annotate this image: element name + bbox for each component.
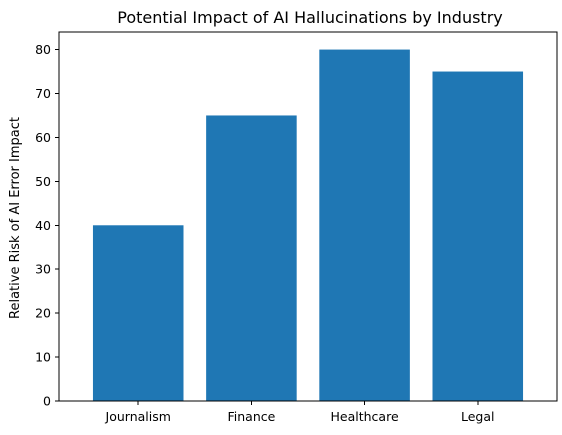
y-tick-label: 10 xyxy=(35,350,51,365)
x-tick-label: Healthcare xyxy=(331,409,399,424)
bar-finance xyxy=(206,115,297,401)
y-tick-label: 30 xyxy=(35,262,51,277)
x-tick-label: Legal xyxy=(461,409,495,424)
y-tick-label: 80 xyxy=(35,42,51,57)
x-tick-label: Finance xyxy=(227,409,275,424)
plot-frame xyxy=(58,31,558,402)
bar-legal xyxy=(432,71,524,402)
bars-group xyxy=(92,49,524,402)
bar-healthcare xyxy=(319,49,410,401)
y-tick-label: 20 xyxy=(35,306,51,321)
y-tick-label: 70 xyxy=(35,86,51,101)
y-tick-label: 0 xyxy=(43,394,51,409)
y-ticks-group: 0 10 20 30 40 50 60 70 80 xyxy=(35,42,59,409)
chart-title: Potential Impact of AI Hallucinations by… xyxy=(117,8,503,27)
plot-area-border xyxy=(58,31,558,402)
y-axis-label: Relative Risk of AI Error Impact xyxy=(8,117,23,319)
y-tick-label: 40 xyxy=(35,218,51,233)
x-ticks-group: Journalism Finance Healthcare Legal xyxy=(105,401,495,424)
bar-journalism xyxy=(92,225,184,401)
x-tick-label: Journalism xyxy=(105,409,171,424)
y-tick-label: 60 xyxy=(35,130,51,145)
y-tick-label: 50 xyxy=(35,174,51,189)
